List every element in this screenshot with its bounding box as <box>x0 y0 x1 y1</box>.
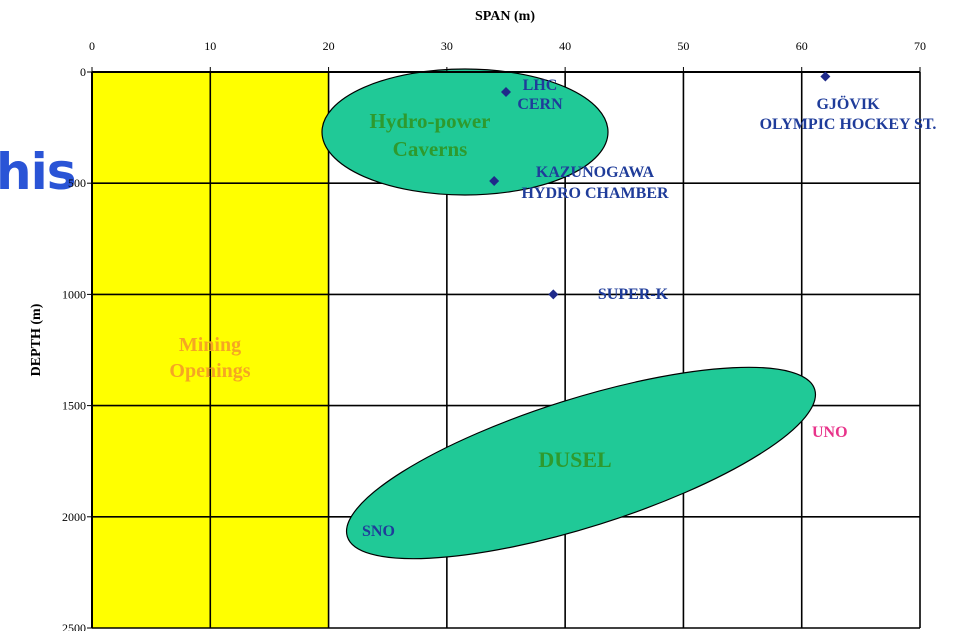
dusel-label: DUSEL <box>538 447 611 472</box>
mining-openings-label: Mining Openings <box>169 334 250 382</box>
point-label: LHC CERN <box>517 77 563 113</box>
data-point <box>548 289 559 300</box>
y-tick-label: 2500 <box>62 621 86 631</box>
point-label-line: GJÖVIK <box>816 95 880 113</box>
axes-layer: 0 10 20 30 40 50 60 70 0 500 1000 1500 2000 2500 SPAN … <box>29 9 926 631</box>
data-point <box>489 175 500 186</box>
y-tick-label: 1500 <box>62 399 86 413</box>
x-tick-label: 30 <box>441 39 453 53</box>
hydro-power-caverns-label-line: Caverns <box>393 137 468 161</box>
point-label-line: CERN <box>517 96 563 113</box>
x-tick-label: 20 <box>323 39 335 53</box>
hydro-power-caverns-region <box>321 68 609 196</box>
data-point <box>501 87 511 98</box>
points-layer <box>489 71 831 300</box>
y-axis-title: DEPTH (m) <box>29 303 44 376</box>
point-label-line: OLYMPIC HOCKEY ST. <box>760 116 937 133</box>
dusel-region <box>345 366 817 560</box>
annotation-label: SNO <box>362 523 395 540</box>
mining-openings-label-line: Mining <box>179 334 241 356</box>
region-ellipse-layer <box>321 68 817 560</box>
point-label: SUPER-K <box>598 286 669 303</box>
x-tick-label: 50 <box>677 39 689 53</box>
y-tick-label: 500 <box>68 176 86 190</box>
data-point <box>820 71 831 82</box>
x-tick-label: 10 <box>204 39 216 53</box>
labels-layer: Mining Openings Hydro-power Caverns DUSEL LHC… <box>169 77 936 540</box>
mining-openings-label-line: Openings <box>169 360 250 382</box>
x-tick-label: 40 <box>559 39 571 53</box>
point-label-line: KAZUNOGAWA <box>536 164 655 181</box>
x-axis-title: SPAN (m) <box>475 9 535 24</box>
hydro-power-caverns-label-line: Hydro-power <box>370 109 491 133</box>
y-tick-label: 2000 <box>62 510 86 524</box>
point-label-line: SUPER-K <box>598 286 669 303</box>
point-label-line: LHC <box>523 77 558 94</box>
y-tick-label: 0 <box>80 65 86 79</box>
hydro-power-caverns-label: Hydro-power Caverns <box>370 109 491 161</box>
y-tick-label: 1000 <box>62 287 86 301</box>
x-tick-label: 70 <box>914 39 926 53</box>
point-label: GJÖVIK OLYMPIC HOCKEY ST. <box>760 95 937 133</box>
point-label: KAZUNOGAWA HYDRO CHAMBER <box>521 164 669 202</box>
x-tick-label: 60 <box>796 39 808 53</box>
point-label-line: HYDRO CHAMBER <box>521 185 669 202</box>
dusel-label-line: DUSEL <box>538 447 611 472</box>
annotation-label: UNO <box>812 424 848 441</box>
page-title-fragment: his <box>0 143 76 201</box>
x-tick-label: 0 <box>89 39 95 53</box>
